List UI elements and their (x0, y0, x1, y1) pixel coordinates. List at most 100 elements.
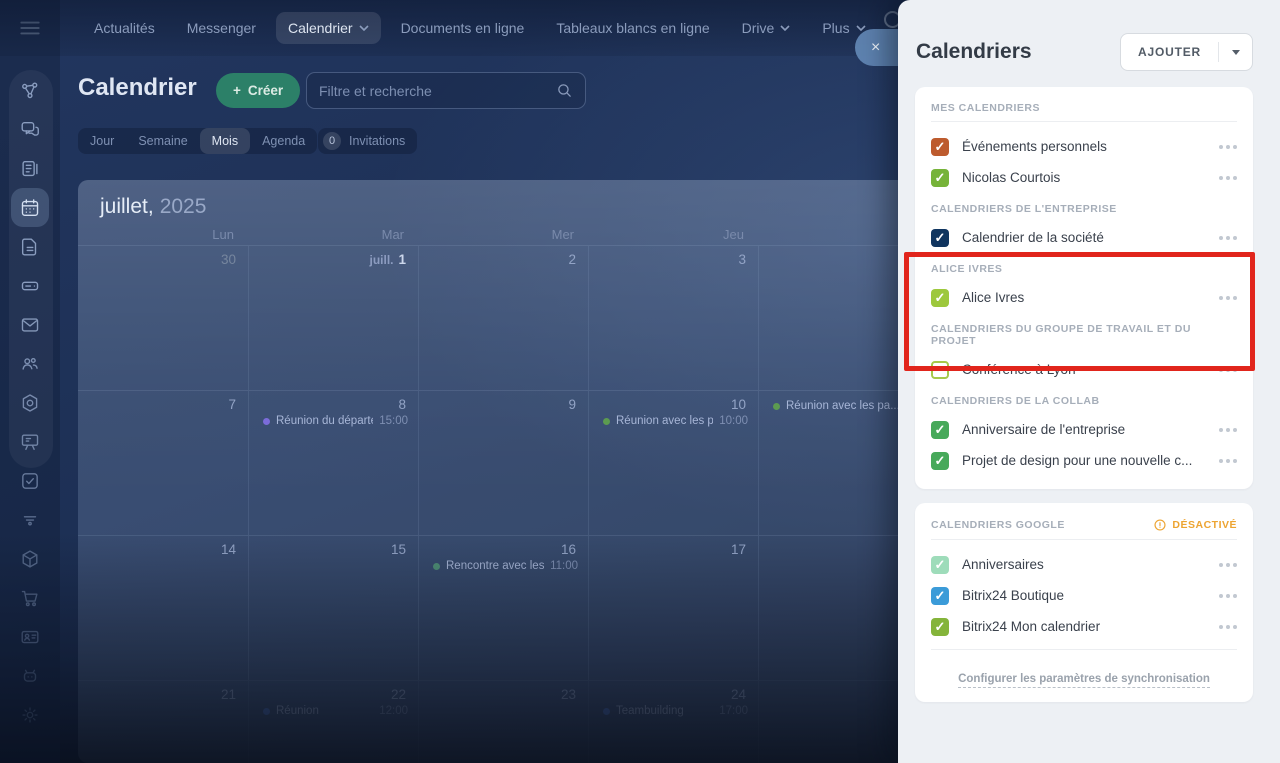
calendar-checkbox[interactable]: ✓ (931, 288, 949, 307)
calendar-day-cell[interactable]: 24 Teambuilding 17:00 (588, 681, 758, 763)
calendar-day-cell[interactable] (758, 536, 928, 680)
day-number: 16 (560, 542, 576, 557)
check-icon: ✓ (934, 290, 946, 305)
search-icon (558, 84, 571, 97)
calendar-checkbox[interactable]: ✓ (931, 586, 949, 605)
item-menu-dots-icon[interactable] (1219, 559, 1237, 571)
chevron-down-icon (358, 25, 369, 31)
tab-semaine[interactable]: Semaine (138, 134, 188, 148)
check-icon: ✓ (934, 139, 946, 154)
calendar-list-item: ✓ Anniversaire de l'entreprise (931, 414, 1237, 445)
tab-agenda[interactable]: Agenda (262, 134, 306, 148)
calendar-event[interactable]: Réunion 12:00 (249, 704, 418, 717)
calendar-day-cell[interactable]: 7 (78, 391, 248, 535)
calendar-day-cell[interactable]: 10 Réunion avec les pa... 10:00 (588, 391, 758, 535)
create-button[interactable]: + Créer (216, 73, 301, 108)
invitations-pill[interactable]: 0 Invitations (318, 128, 418, 154)
network-icon[interactable] (11, 71, 49, 110)
calendar-checkbox[interactable]: ✓ (931, 137, 949, 156)
tab-mois[interactable]: Mois (199, 128, 251, 154)
cart-icon[interactable] (11, 578, 49, 617)
calendar-day-cell[interactable]: 22 Réunion 12:00 (248, 681, 418, 763)
filter-search-box[interactable] (306, 72, 586, 109)
calendar-day-cell[interactable] (758, 681, 928, 763)
invitations-label: Invitations (349, 134, 406, 148)
event-time: 11:00 (550, 560, 578, 572)
nav-item-calendrier[interactable]: Calendrier (275, 12, 381, 44)
divider (931, 539, 1237, 540)
item-menu-dots-icon[interactable] (1219, 455, 1237, 467)
calendar-day-cell[interactable]: Réunion avec les pa... (758, 391, 928, 535)
item-menu-dots-icon[interactable] (1219, 292, 1237, 304)
item-menu-dots-icon[interactable] (1219, 172, 1237, 184)
section-header: CALENDRIERS DU GROUPE DE TRAVAIL ET DU P… (931, 323, 1191, 347)
calendar-icon[interactable] (11, 188, 49, 227)
calendar-day-cell[interactable]: 9 (418, 391, 588, 535)
item-menu-dots-icon[interactable] (1219, 590, 1237, 602)
crm-icon[interactable] (11, 383, 49, 422)
calendar-event[interactable]: Réunion du départe... 15:00 (249, 414, 418, 427)
check-icon: ✓ (934, 619, 946, 634)
calendar-checkbox[interactable] (931, 360, 949, 379)
news-icon[interactable] (11, 149, 49, 188)
tasks-icon[interactable] (11, 461, 49, 500)
calendar-day-cell[interactable]: 2 (418, 246, 588, 390)
drive-icon[interactable] (11, 266, 49, 305)
people-icon[interactable] (11, 344, 49, 383)
calendar-day-cell[interactable]: 3 (588, 246, 758, 390)
nav-item-messenger[interactable]: Messenger (175, 12, 268, 44)
calendar-event[interactable]: Réunion avec les pa... (759, 399, 928, 412)
calendar-checkbox[interactable]: ✓ (931, 168, 949, 187)
calendar-event[interactable]: Rencontre avec les ... 11:00 (419, 559, 588, 572)
settings-icon[interactable] (11, 695, 49, 734)
weekday-header: Lun (212, 227, 234, 242)
calendar-checkbox[interactable]: ✓ (931, 617, 949, 636)
item-menu-dots-icon[interactable] (1219, 621, 1237, 633)
item-menu-dots-icon[interactable] (1219, 424, 1237, 436)
item-menu-dots-icon[interactable] (1219, 141, 1237, 153)
search-input[interactable] (307, 82, 556, 99)
market-icon[interactable] (11, 539, 49, 578)
configure-sync-link[interactable]: Configurer les paramètres de synchronisa… (958, 673, 1210, 688)
calendar-day-cell[interactable]: juill. 1 (248, 246, 418, 390)
calendar-event[interactable]: Réunion avec les pa... 10:00 (589, 414, 758, 427)
document-icon[interactable] (11, 227, 49, 266)
calendar-day-cell[interactable]: 8 Réunion du départe... 15:00 (248, 391, 418, 535)
whiteboard-icon[interactable] (11, 422, 49, 461)
calendar-checkbox[interactable]: ✓ (931, 451, 949, 470)
calendar-day-cell[interactable]: 30 (78, 246, 248, 390)
nav-item-drive[interactable]: Drive (730, 12, 803, 44)
mail-icon[interactable] (11, 305, 49, 344)
calendar-day-cell[interactable] (758, 246, 928, 390)
add-dropdown-caret[interactable] (1219, 34, 1252, 70)
calendar-event[interactable]: Teambuilding 17:00 (589, 704, 758, 717)
signal-icon[interactable] (11, 500, 49, 539)
calendar-item-label: Bitrix24 Boutique (962, 588, 1065, 603)
item-menu-dots-icon[interactable] (1219, 232, 1237, 244)
left-sidebar (0, 0, 60, 763)
calendar-checkbox[interactable]: ✓ (931, 420, 949, 439)
chat-icon[interactable] (11, 110, 49, 149)
nav-item-actualit-s[interactable]: Actualités (82, 12, 167, 44)
calendar-week-row: 7 8 Réunion du départe... 15:00 9 10 Réunion a… (78, 390, 1268, 535)
item-menu-dots-icon[interactable] (1219, 364, 1237, 376)
tab-jour[interactable]: Jour (90, 134, 115, 148)
calendar-checkbox[interactable]: ✓ (931, 228, 949, 247)
calendar-day-cell[interactable]: 23 (418, 681, 588, 763)
weekday-header: Mer (551, 227, 574, 242)
calendar-day-cell[interactable]: 16 Rencontre avec les ... 11:00 (418, 536, 588, 680)
calendar-checkbox[interactable]: ✓ (931, 555, 949, 574)
calendar-day-cell[interactable]: 15 (248, 536, 418, 680)
calendar-day-cell[interactable]: 14 (78, 536, 248, 680)
nav-item-documents-en-ligne[interactable]: Documents en ligne (389, 12, 537, 44)
chevron-down-icon (855, 25, 866, 31)
add-calendar-button[interactable]: AJOUTER (1120, 33, 1253, 71)
nav-item-plus[interactable]: Plus (810, 12, 877, 44)
calendar-day-cell[interactable]: 21 (78, 681, 248, 763)
robot-icon[interactable] (11, 656, 49, 695)
section-header: MES CALENDRIERS (931, 102, 1041, 114)
calendar-day-cell[interactable]: 17 (588, 536, 758, 680)
contact-card-icon[interactable] (11, 617, 49, 656)
nav-item-tableaux-blancs-en-ligne[interactable]: Tableaux blancs en ligne (544, 12, 721, 44)
google-status-badge[interactable]: DÉSACTIVÉ (1153, 518, 1237, 532)
